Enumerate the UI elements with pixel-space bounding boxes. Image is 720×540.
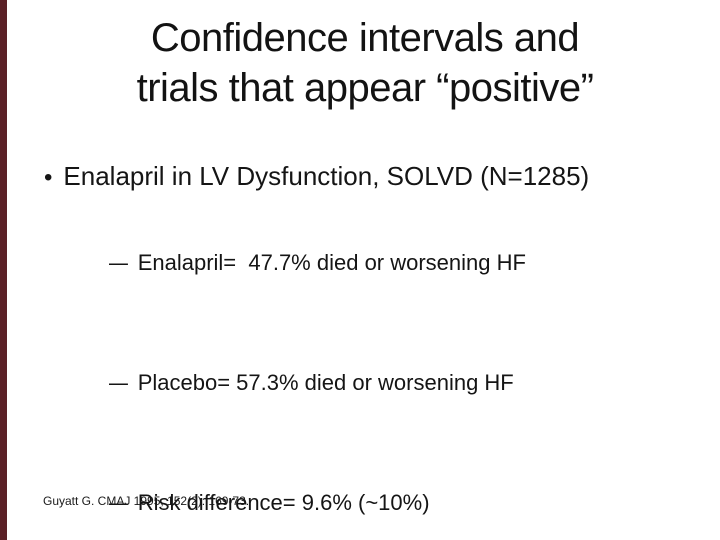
sub-bullet-text: Enalapril= 47.7% died or worsening HF bbox=[137, 250, 526, 275]
main-bullet-text: Enalapril in LV Dysfunction, SOLVD (N=12… bbox=[63, 161, 590, 191]
slide-title-line2: trials that appear “positive” bbox=[136, 66, 594, 110]
citation: Guyatt G. CMAJ 1995; 152(2): 169-73. bbox=[43, 494, 250, 508]
slide-title: Confidence intervals and trials that app… bbox=[12, 13, 718, 113]
dash-bullet-icon: – bbox=[108, 490, 128, 515]
sub-bullet-text: Placebo= 57.3% died or worsening HF bbox=[137, 370, 514, 395]
sub-bullet-item: – Enalapril= 47.7% died or worsening HF bbox=[72, 203, 526, 323]
main-bullet-item: • Enalapril in LV Dysfunction, SOLVD (N=1… bbox=[44, 159, 589, 195]
slide-title-line1: Confidence intervals and bbox=[150, 16, 580, 60]
left-accent-bar bbox=[0, 0, 7, 540]
dash-bullet-icon: – bbox=[108, 250, 128, 275]
dash-bullet-icon: – bbox=[108, 370, 128, 395]
sub-bullet-list: – Enalapril= 47.7% died or worsening HF –… bbox=[72, 203, 526, 540]
sub-bullet-text: Risk difference= 9.6% (~10%) bbox=[137, 490, 430, 515]
sub-bullet-item: – Placebo= 57.3% died or worsening HF bbox=[72, 323, 526, 443]
sub-bullet-item: – Risk difference= 9.6% (~10%) bbox=[72, 443, 526, 540]
bullet-dot-icon: • bbox=[44, 164, 53, 191]
